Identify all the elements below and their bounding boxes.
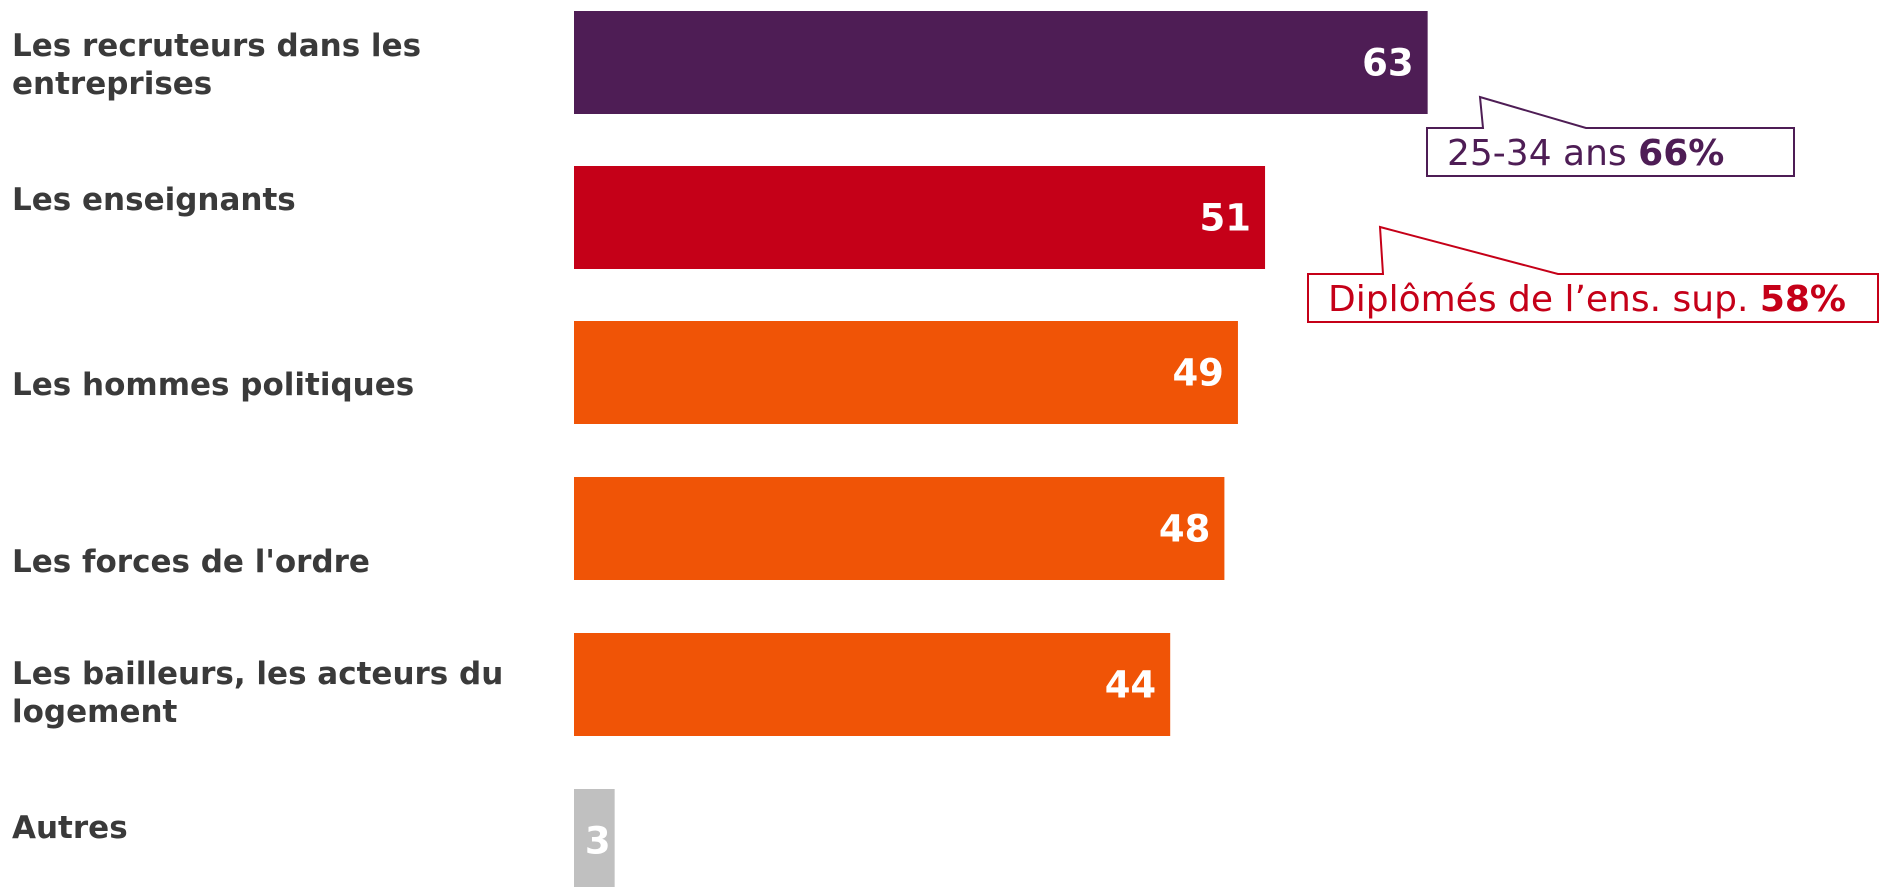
value-label-2: 49 xyxy=(1172,352,1224,395)
category-label-4: Les bailleurs, les acteurs du logement xyxy=(12,656,503,730)
bar-4 xyxy=(574,633,1171,736)
bar-3 xyxy=(574,477,1225,580)
callout-box-1 xyxy=(1307,225,1879,323)
callout-0: 25-34 ans 66% xyxy=(1426,95,1795,177)
value-label-5: 3 xyxy=(585,820,611,863)
category-label-1: Les enseignants xyxy=(12,182,296,218)
bar-0 xyxy=(574,11,1428,114)
callout-text-1: Diplômés de l’ens. sup. 58% xyxy=(1328,279,1846,320)
value-label-4: 44 xyxy=(1105,664,1157,707)
value-label-3: 48 xyxy=(1159,508,1211,551)
callout-1: Diplômés de l’ens. sup. 58% xyxy=(1307,225,1879,323)
callout-box-0 xyxy=(1426,95,1795,177)
category-label-3: Les forces de l'ordre xyxy=(12,544,370,580)
callout-text-0: 25-34 ans 66% xyxy=(1447,133,1724,174)
value-label-0: 63 xyxy=(1362,42,1414,85)
category-label-0: Les recruteurs dans les entreprises xyxy=(12,28,421,102)
category-label-2: Les hommes politiques xyxy=(12,367,414,403)
value-label-1: 51 xyxy=(1200,197,1252,240)
bar-2 xyxy=(574,321,1238,424)
bar-1 xyxy=(574,166,1266,269)
category-label-5: Autres xyxy=(12,810,128,846)
bar-5 xyxy=(574,789,615,887)
